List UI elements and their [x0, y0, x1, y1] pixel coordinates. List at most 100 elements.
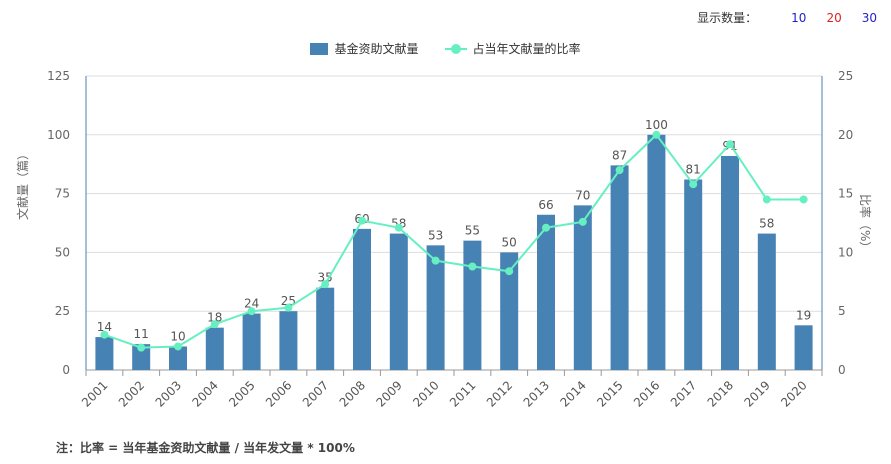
ratio-line	[104, 133, 804, 349]
bar	[463, 240, 482, 370]
display-count-selector: 显示数量： 10 20 30	[697, 9, 877, 26]
bar-data-label: 18	[207, 311, 222, 325]
bar-data-label: 35	[318, 271, 333, 285]
legend-line-label: 占当年文献量的比率	[472, 42, 581, 56]
bar	[573, 205, 592, 370]
ratio-point	[100, 330, 109, 339]
bar	[426, 245, 445, 370]
bar-data-label: 81	[686, 162, 701, 176]
ratio-point	[174, 342, 182, 351]
x-tick-label: 2011	[447, 378, 478, 409]
bar-data-label: 66	[538, 198, 553, 212]
bar	[95, 337, 114, 370]
x-tick-label: 2002	[116, 378, 147, 409]
x-tick-label: 2003	[153, 378, 184, 409]
x-tick-label: 2017	[668, 378, 699, 409]
x-tick-label: 2005	[226, 378, 257, 409]
ratio-point	[726, 140, 734, 149]
bar	[610, 165, 629, 370]
x-tick-label: 2001	[79, 378, 110, 409]
ratio-point	[689, 180, 698, 189]
x-tick-label: 2008	[337, 378, 368, 409]
y-left-tick-label: 25	[55, 304, 70, 318]
legend-item-bar-series[interactable]: 基金资助文献量	[310, 40, 419, 57]
x-tick-label: 2004	[189, 378, 220, 409]
x-tick-label: 2006	[263, 378, 294, 409]
bar-data-label: 11	[134, 327, 149, 341]
ratio-point	[210, 320, 219, 329]
bar-data-label: 100	[645, 118, 668, 132]
ratio-point	[284, 303, 293, 312]
ratio-point	[431, 256, 440, 265]
ratio-point	[652, 130, 661, 139]
bar	[757, 233, 776, 370]
bar-swatch-icon	[310, 42, 329, 55]
bar-data-label: 58	[759, 217, 774, 231]
x-tick-label: 2007	[300, 378, 331, 409]
ratio-point	[578, 217, 587, 226]
ratio-point	[542, 223, 550, 232]
bar-data-label: 55	[465, 224, 480, 238]
legend-bar-label: 基金资助文献量	[334, 42, 419, 56]
ratio-point	[615, 166, 624, 175]
bar-data-label: 87	[612, 148, 627, 162]
bar	[500, 252, 519, 370]
legend-item-line-series[interactable]: 占当年文献量的比率	[444, 40, 581, 57]
bar-data-label: 24	[244, 297, 259, 311]
bar	[794, 325, 813, 370]
bar	[647, 134, 666, 370]
x-tick-label: 2020	[778, 378, 809, 409]
ratio-point	[468, 262, 477, 271]
display-count-option-30[interactable]: 30	[861, 10, 877, 25]
display-count-label: 显示数量：	[697, 11, 758, 25]
bar-data-label: 53	[428, 228, 443, 242]
y-left-tick-label: 75	[55, 187, 70, 201]
ratio-point	[799, 195, 808, 204]
bar-data-label: 19	[796, 308, 811, 322]
x-tick-label: 2018	[705, 378, 736, 409]
bar	[721, 155, 739, 370]
ratio-point	[321, 280, 330, 289]
x-tick-label: 2014	[557, 378, 588, 409]
display-count-option-10[interactable]: 10	[791, 10, 807, 25]
line-swatch-icon	[444, 43, 467, 55]
y-left-tick-label: 50	[55, 245, 70, 259]
x-tick-label: 2009	[373, 378, 404, 409]
bar	[242, 313, 261, 370]
bar	[353, 228, 371, 370]
y-right-tick-label: 20	[838, 128, 853, 142]
ratio-point	[762, 195, 771, 204]
bar	[132, 344, 151, 370]
y-right-tick-label: 5	[838, 304, 846, 318]
x-tick-label: 2013	[521, 378, 552, 409]
ratio-point	[394, 223, 403, 232]
x-tick-label: 2016	[631, 378, 662, 409]
x-tick-label: 2019	[741, 378, 772, 409]
bar	[205, 327, 224, 370]
y-right-tick-label: 15	[838, 187, 853, 201]
bar-data-label: 70	[575, 188, 590, 202]
y-right-tick-label: 25	[838, 69, 853, 83]
x-tick-label: 2015	[594, 378, 625, 409]
y-left-tick-label: 100	[47, 128, 70, 142]
ratio-point	[247, 307, 256, 316]
bar	[389, 233, 408, 370]
ratio-point	[505, 267, 514, 276]
y-left-tick-label: 0	[62, 363, 70, 377]
x-tick-label: 2012	[484, 378, 515, 409]
x-tick-label: 2010	[410, 378, 441, 409]
bar	[684, 179, 703, 370]
chart-legend: 基金资助文献量 占当年文献量的比率	[0, 40, 891, 57]
bar	[316, 287, 335, 370]
y-right-tick-label: 10	[838, 245, 853, 259]
ratio-point	[137, 343, 146, 352]
ratio-point	[358, 216, 366, 225]
y-right-tick-label: 0	[838, 363, 846, 377]
y-left-tick-label: 125	[47, 69, 70, 83]
bar-data-label: 10	[170, 329, 185, 343]
footnote: 注：比率 = 当年基金资助文献量 / 当年发文量 * 100%	[56, 441, 355, 455]
bar-data-label: 50	[502, 235, 517, 249]
display-count-option-20[interactable]: 20	[826, 10, 842, 25]
bar	[279, 311, 298, 370]
